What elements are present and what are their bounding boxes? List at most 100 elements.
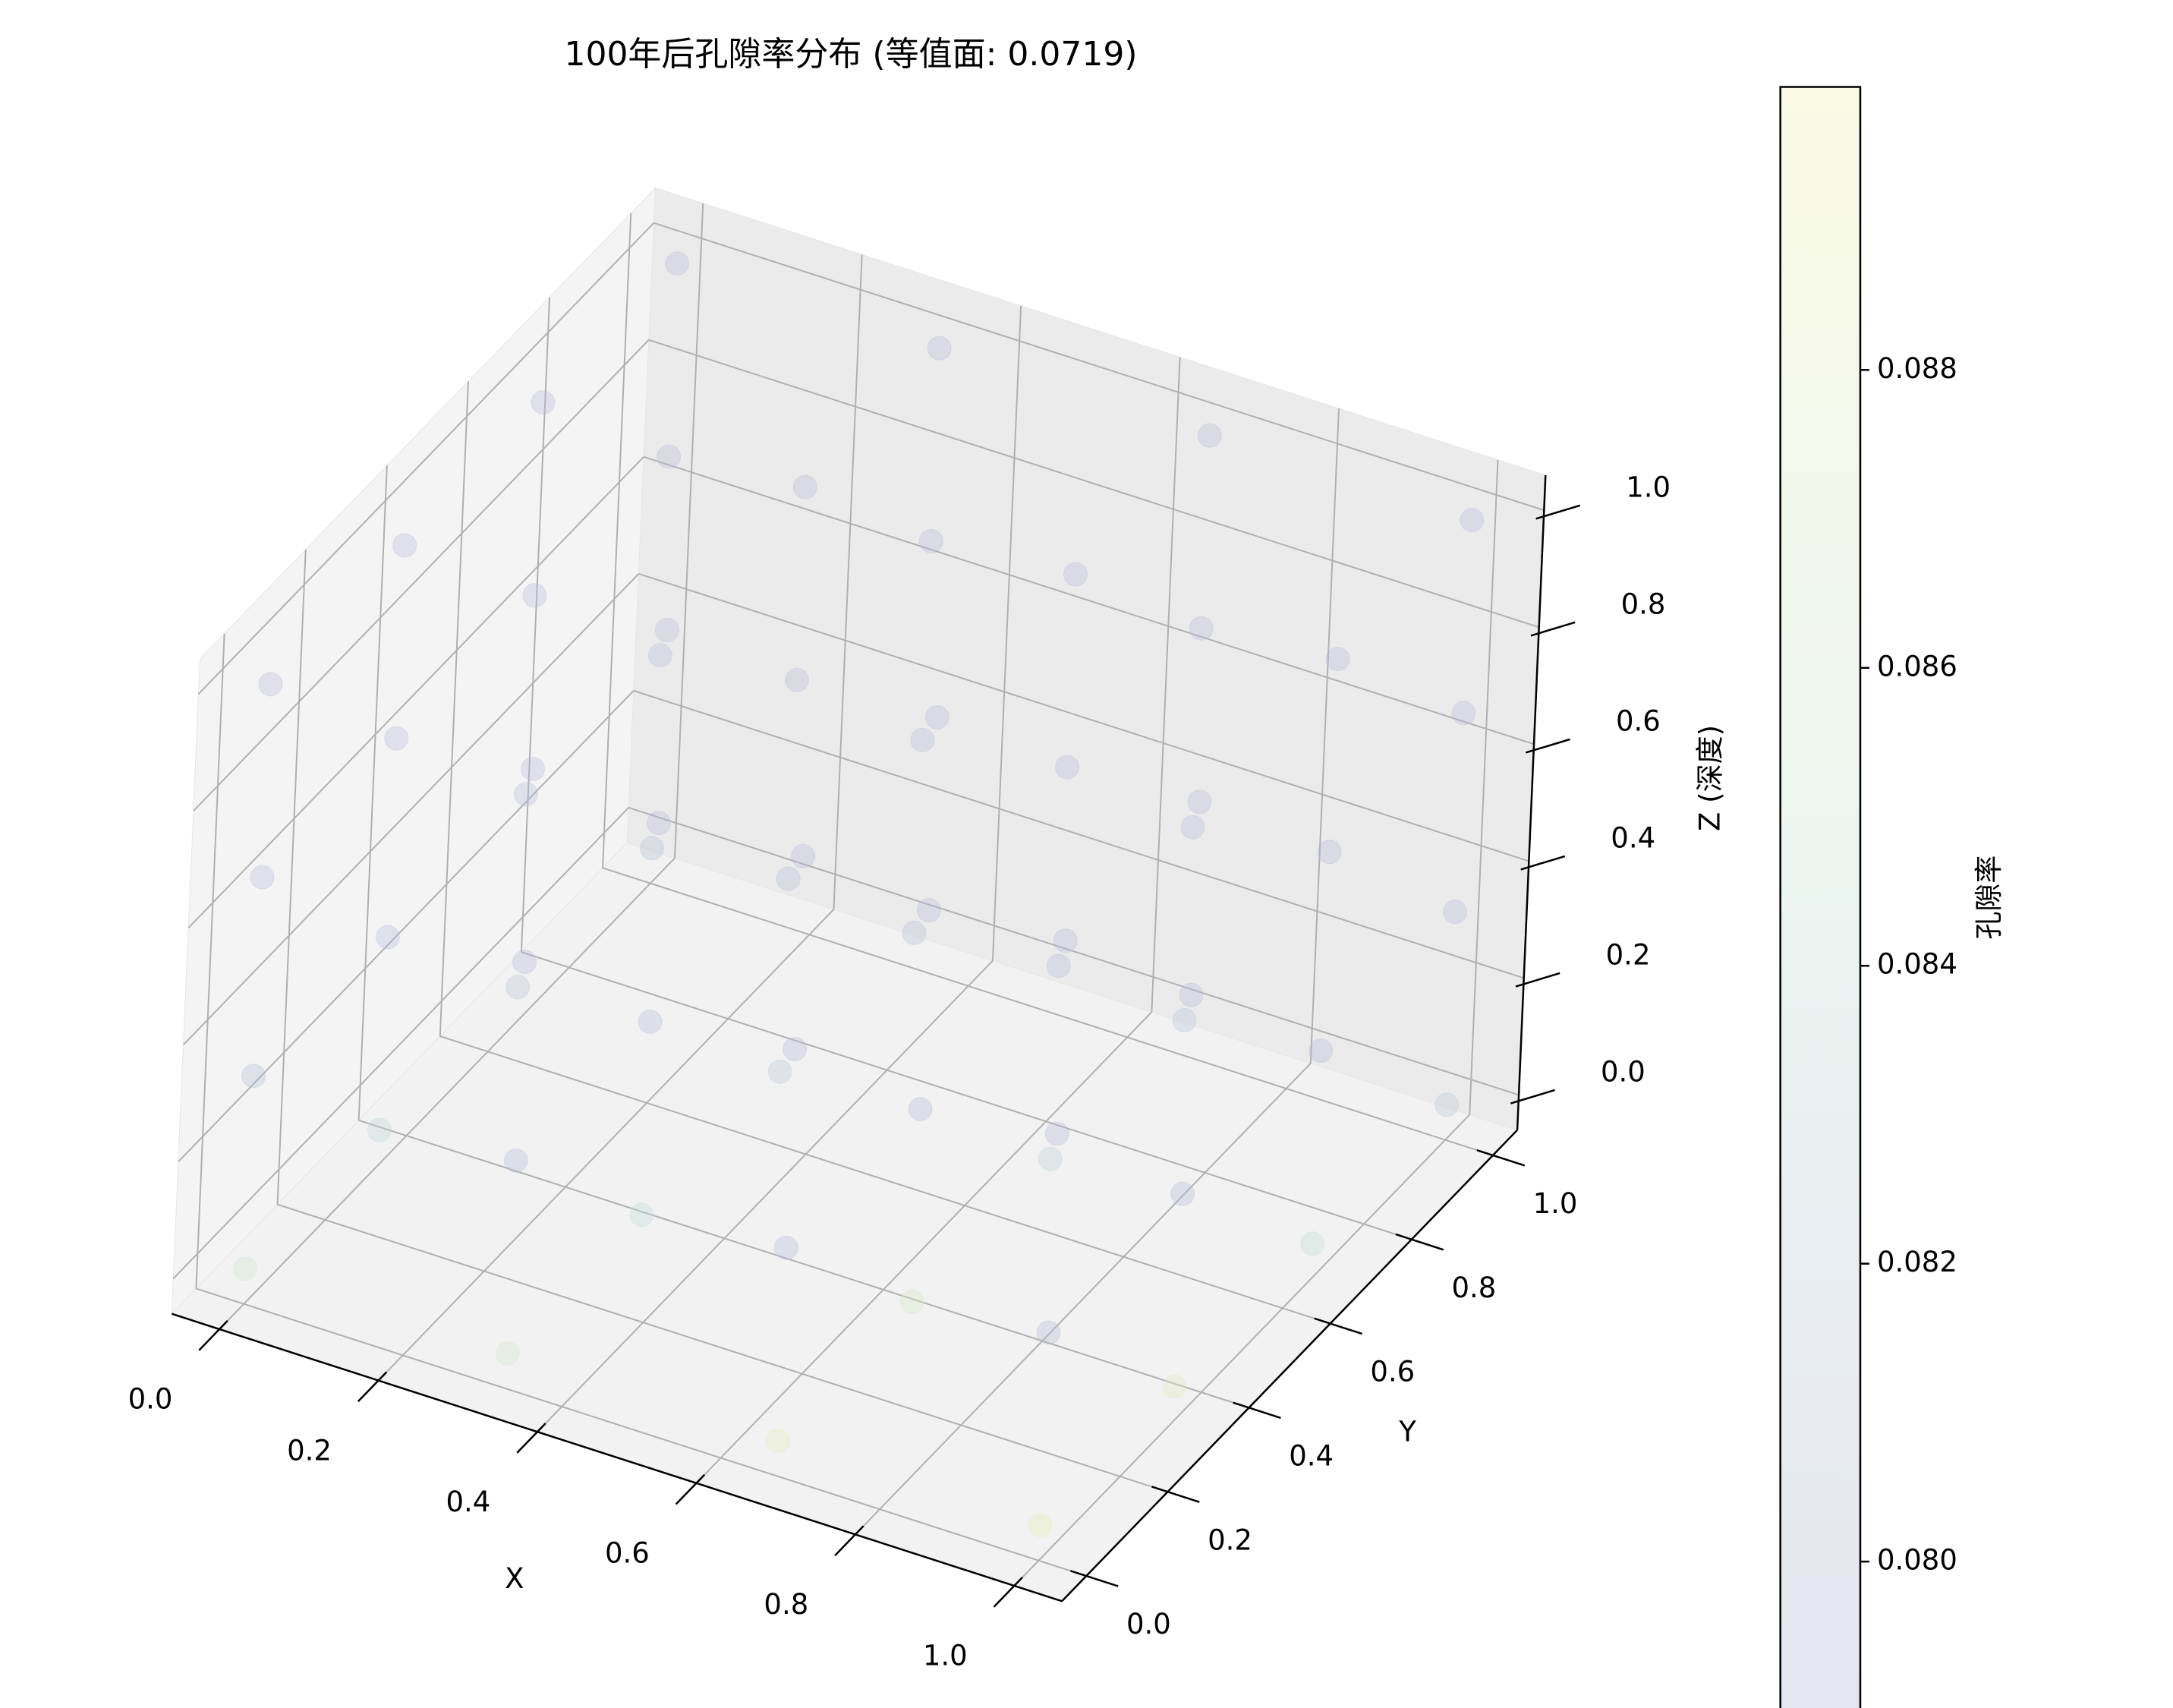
point <box>1036 1320 1061 1345</box>
point <box>665 251 690 276</box>
x-tick <box>198 1320 228 1351</box>
point <box>1197 423 1222 448</box>
point <box>1451 701 1476 726</box>
grid-line <box>377 909 835 1382</box>
point <box>908 1096 933 1121</box>
point <box>233 1256 258 1281</box>
grid-line <box>195 633 225 1289</box>
z-tick-label: 0.8 <box>1621 588 1666 620</box>
z-tick <box>1515 972 1560 988</box>
point <box>258 672 283 697</box>
grid-line <box>358 1119 1249 1409</box>
grid-line <box>833 254 863 910</box>
point <box>392 533 417 558</box>
x-tick <box>834 1525 864 1556</box>
point <box>522 583 547 608</box>
y-tick-label: 0.8 <box>1452 1272 1497 1304</box>
colorbar-tick-label: 0.086 <box>1877 650 1957 682</box>
x-tick <box>675 1473 706 1505</box>
point <box>1180 815 1205 840</box>
point <box>784 667 809 692</box>
z-tick <box>1535 504 1581 520</box>
z-axis-label: Z (深度) <box>1694 725 1727 831</box>
point <box>1055 755 1080 780</box>
x-tick-label: 1.0 <box>923 1640 968 1672</box>
y-tick <box>1476 1149 1526 1167</box>
x-tick-label: 0.4 <box>446 1486 491 1518</box>
point <box>765 1428 790 1453</box>
y-tick <box>1395 1233 1444 1251</box>
point <box>384 726 409 751</box>
point <box>776 866 801 891</box>
point <box>1046 953 1071 978</box>
grid-line <box>1013 1114 1470 1587</box>
point <box>250 865 275 890</box>
grid-line <box>648 339 1539 629</box>
grid-line <box>991 305 1022 961</box>
point <box>657 444 682 469</box>
point <box>646 811 671 836</box>
grid-line <box>628 806 1520 1096</box>
x-tick-label: 0.2 <box>287 1434 332 1467</box>
grid-line <box>1309 408 1340 1064</box>
grid-line <box>520 297 551 953</box>
y-tick-label: 1.0 <box>1533 1187 1578 1220</box>
grid-line <box>638 572 1529 862</box>
y-tick-label: 0.4 <box>1289 1439 1334 1472</box>
grid-line <box>855 1063 1312 1536</box>
grid-line <box>182 573 640 1046</box>
grid-line <box>357 465 388 1120</box>
z-tick-label: 0.2 <box>1606 939 1651 972</box>
grid-line <box>439 1035 1331 1325</box>
x-tick-label: 0.8 <box>764 1588 808 1621</box>
point <box>531 390 556 415</box>
point <box>367 1117 392 1142</box>
chart-title: 100年后孔隙率分布 (等值面: 0.0719) <box>564 35 1137 74</box>
z-axis-line <box>1516 475 1547 1130</box>
grid-line <box>1151 357 1181 1013</box>
point <box>924 704 950 730</box>
x-tick-label: 0.0 <box>128 1383 173 1416</box>
x-tick-label: 0.6 <box>605 1536 650 1569</box>
point <box>1325 647 1350 672</box>
colorbar-tick-label: 0.082 <box>1877 1246 1957 1278</box>
z-tick <box>1510 1089 1555 1105</box>
point <box>1187 789 1212 815</box>
x-axis-line <box>171 1313 1063 1602</box>
grid-line <box>602 867 1494 1156</box>
x-tick <box>357 1371 388 1403</box>
point <box>1460 508 1485 533</box>
point <box>910 727 935 752</box>
point <box>1179 982 1204 1007</box>
point <box>899 1290 924 1315</box>
grid-line <box>277 1203 1168 1493</box>
z-tick-label: 0.4 <box>1611 822 1655 855</box>
grid-line <box>197 222 655 695</box>
colorbar-tick-label: 0.080 <box>1877 1544 1957 1577</box>
point <box>1044 1121 1069 1146</box>
grid-line <box>276 549 307 1205</box>
colorbar <box>1779 86 1862 1708</box>
point <box>783 1036 808 1061</box>
point <box>1443 900 1468 925</box>
point <box>654 618 679 643</box>
y-axis-line <box>1061 1129 1518 1602</box>
point <box>918 528 943 553</box>
point <box>1317 840 1342 865</box>
left-pane <box>171 187 656 1316</box>
point <box>773 1235 798 1260</box>
point <box>241 1064 266 1089</box>
y-axis-label: Y <box>1398 1416 1416 1448</box>
x-tick <box>993 1577 1023 1608</box>
point <box>767 1059 792 1084</box>
grid-line <box>633 689 1525 979</box>
x-axis-label: X <box>505 1562 524 1595</box>
colorbar-tick-label: 0.088 <box>1877 352 1957 385</box>
point <box>916 898 941 923</box>
point <box>791 843 816 868</box>
point <box>505 975 531 1000</box>
point <box>629 1202 654 1227</box>
grid-line <box>187 456 644 929</box>
y-tick-label: 0.6 <box>1370 1356 1415 1388</box>
